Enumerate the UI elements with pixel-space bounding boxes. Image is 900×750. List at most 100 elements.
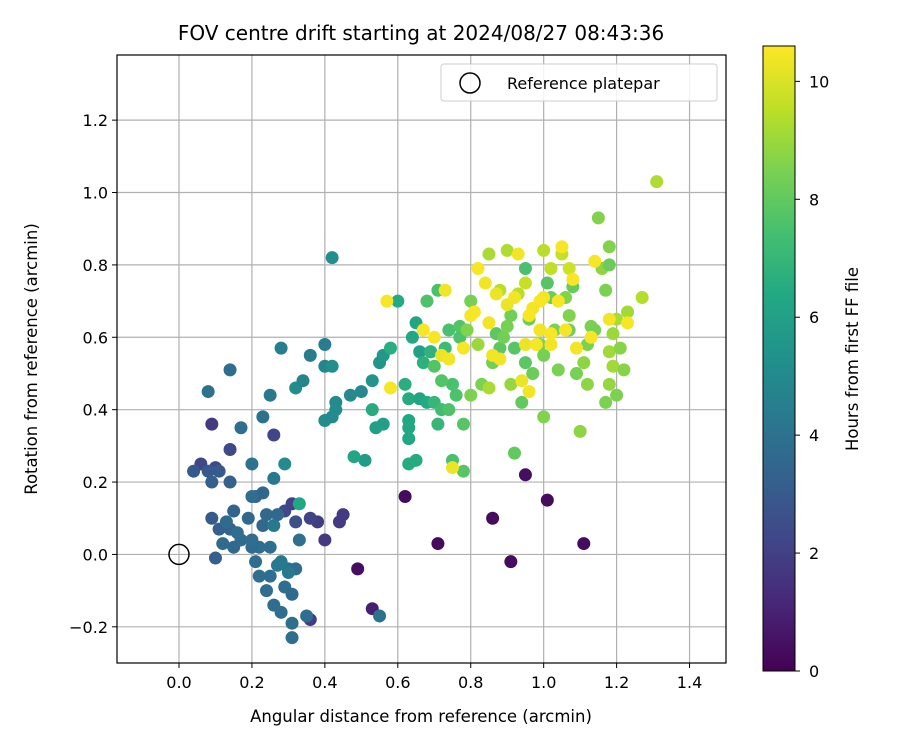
data-point: [405, 330, 419, 344]
data-point: [234, 421, 248, 435]
data-point: [584, 330, 598, 344]
data-point: [435, 374, 449, 388]
data-point: [230, 526, 244, 540]
data-point: [274, 555, 288, 569]
data-point: [270, 508, 284, 522]
data-point: [613, 341, 627, 355]
data-point: [507, 446, 521, 460]
data-point: [621, 316, 635, 330]
data-point: [351, 562, 365, 576]
data-point: [588, 254, 602, 268]
data-point: [296, 374, 310, 388]
data-point: [569, 366, 583, 380]
y-axis-ticks: −0.2 0.0 0.2 0.4 0.6 0.8 1.0 1.2: [69, 111, 117, 637]
data-point: [365, 374, 379, 388]
data-point: [325, 410, 339, 424]
data-point: [303, 348, 317, 362]
data-point: [431, 417, 445, 431]
data-point: [391, 294, 405, 308]
data-point: [263, 388, 277, 402]
y-tick-label: 1.0: [83, 184, 108, 203]
y-tick-label: 0.4: [83, 401, 108, 420]
data-point: [518, 276, 532, 290]
data-point: [599, 283, 613, 297]
data-point: [325, 359, 339, 373]
data-point: [533, 294, 547, 308]
data-point: [569, 341, 583, 355]
legend-entry-reference-platepar: Reference platepar: [507, 74, 660, 93]
data-point: [205, 475, 219, 489]
data-point: [449, 388, 463, 402]
data-point: [504, 377, 518, 391]
data-point: [260, 508, 274, 522]
x-tick-label: 1.0: [531, 673, 556, 692]
data-point: [205, 417, 219, 431]
data-point: [402, 392, 416, 406]
data-point: [241, 511, 255, 525]
x-axis-label: Angular distance from reference (arcmin): [250, 707, 592, 726]
data-point: [431, 537, 445, 551]
data-point: [493, 352, 507, 366]
x-tick-label: 0.4: [312, 673, 337, 692]
legend-reference-marker: [459, 72, 481, 94]
data-point: [464, 388, 478, 402]
colorbar-tick-label: 6: [809, 308, 819, 327]
data-point: [223, 363, 237, 377]
data-point: [445, 377, 459, 391]
data-point: [219, 515, 233, 529]
data-point: [263, 540, 277, 554]
data-point: [500, 319, 514, 333]
data-point: [398, 377, 412, 391]
data-point: [522, 385, 536, 399]
data-point: [373, 609, 387, 623]
data-point: [562, 262, 576, 276]
data-point: [384, 381, 398, 395]
data-point: [187, 464, 201, 478]
data-point: [274, 341, 288, 355]
data-point: [303, 511, 317, 525]
data-point: [402, 432, 416, 446]
colorbar: 0 2 4 6 8 10 Hours from first FF file: [762, 45, 862, 681]
data-point: [212, 464, 226, 478]
legend-box: [440, 63, 718, 102]
data-point: [201, 464, 215, 478]
data-point: [416, 356, 430, 370]
data-point: [650, 175, 664, 189]
data-point: [245, 533, 259, 547]
data-point: [358, 453, 372, 467]
x-tick-label: 0.8: [458, 673, 483, 692]
data-point: [438, 283, 452, 297]
data-point: [522, 309, 536, 323]
y-tick-label: −0.2: [69, 618, 108, 637]
data-point: [518, 356, 532, 370]
data-point: [365, 403, 379, 417]
data-point: [599, 395, 613, 409]
x-axis-ticks: 0.0 0.2 0.4 0.6 0.8 1.0 1.2 1.4: [166, 663, 702, 692]
colorbar-ticks: 0 2 4 6 8 10: [795, 72, 829, 681]
data-point: [540, 493, 554, 507]
data-point: [354, 385, 368, 399]
data-point: [606, 359, 620, 373]
data-point: [635, 290, 649, 304]
x-tick-label: 0.6: [385, 673, 410, 692]
data-point: [518, 262, 532, 276]
data-point: [285, 631, 299, 645]
reference-platepar-marker: [168, 543, 190, 566]
data-point: [467, 305, 481, 319]
data-point: [577, 356, 591, 370]
data-point: [256, 486, 270, 500]
chart-title: FOV centre drift starting at 2024/08/27 …: [178, 21, 664, 45]
data-point: [285, 587, 299, 601]
data-point: [409, 453, 423, 467]
data-point: [227, 504, 241, 518]
data-point: [325, 251, 339, 265]
data-point: [292, 533, 306, 547]
data-point: [489, 287, 503, 301]
data-point: [621, 305, 635, 319]
data-point: [504, 555, 518, 569]
data-point: [460, 323, 474, 337]
data-point: [267, 428, 281, 442]
data-point: [610, 388, 624, 402]
y-tick-label: 0.0: [83, 545, 108, 564]
